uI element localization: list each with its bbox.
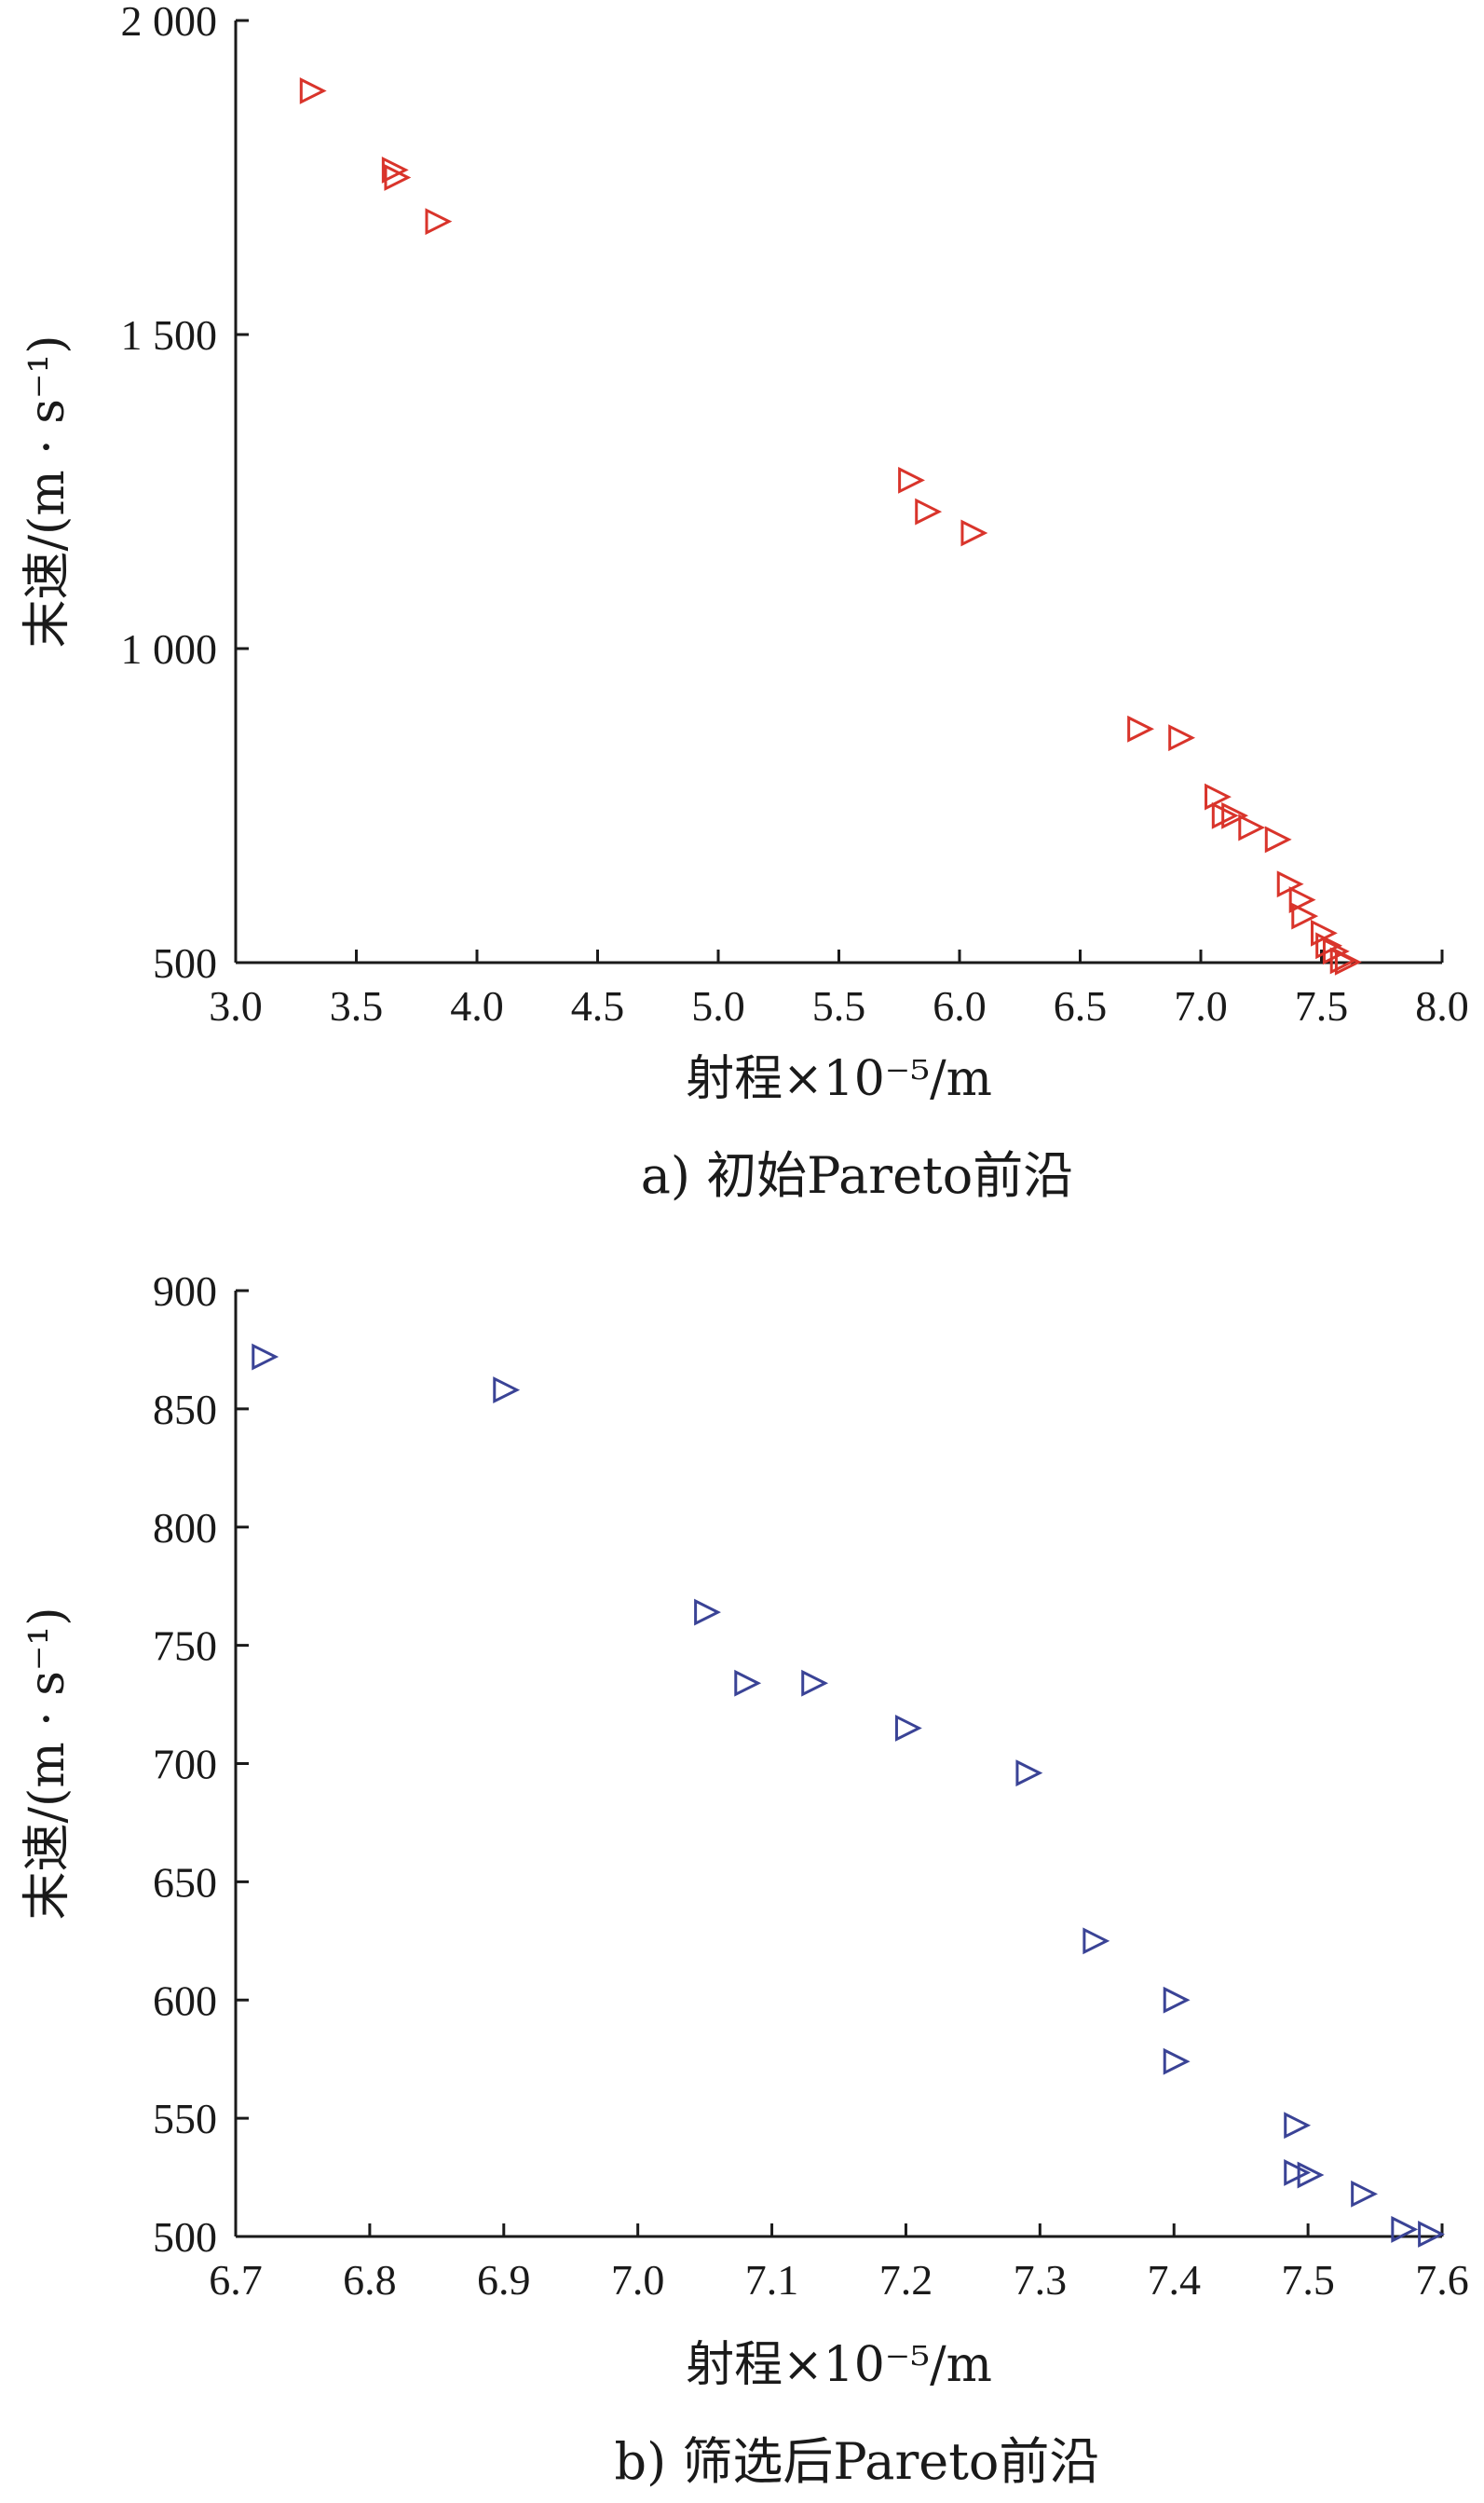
data-point-marker xyxy=(801,1669,829,1697)
x-tick-label: 7.5 xyxy=(1281,2256,1335,2304)
x-tick-label: 5.5 xyxy=(812,982,866,1030)
data-point-marker xyxy=(1205,783,1232,811)
data-point-marker xyxy=(1297,2161,1325,2189)
y-tick-label: 900 xyxy=(153,1267,217,1315)
x-tick-label: 6.9 xyxy=(477,2256,531,2304)
data-point-marker xyxy=(252,1343,279,1371)
y-tick-label: 500 xyxy=(153,2213,217,2261)
data-point-marker xyxy=(1391,2215,1419,2243)
x-tick-label: 7.5 xyxy=(1295,982,1349,1030)
x-tick-label: 7.0 xyxy=(1174,982,1228,1030)
y-tick-label: 1 500 xyxy=(121,311,218,359)
y-tick-label: 2 000 xyxy=(121,0,218,45)
y-tick-label: 1 000 xyxy=(121,625,218,673)
data-point-marker xyxy=(1221,801,1249,829)
x-axis-title: 射程×10⁻⁵/m xyxy=(686,1051,992,1107)
data-point-marker xyxy=(493,1376,521,1404)
x-tick-label: 3.5 xyxy=(330,982,384,1030)
data-point-marker xyxy=(734,1669,762,1697)
data-point-marker xyxy=(1315,932,1343,960)
x-tick-label: 6.8 xyxy=(343,2256,397,2304)
x-tick-label: 6.5 xyxy=(1054,982,1108,1030)
y-tick-label: 800 xyxy=(153,1504,217,1552)
x-tick-label: 6.0 xyxy=(933,982,987,1030)
x-tick-label: 3.0 xyxy=(209,982,263,1030)
y-tick-label: 700 xyxy=(153,1741,217,1788)
chart-caption: b) 筛选后Pareto前沿 xyxy=(615,2432,1100,2491)
chart-caption: a) 初始Pareto前沿 xyxy=(641,1146,1074,1205)
x-tick-label: 4.5 xyxy=(571,982,625,1030)
data-point-marker xyxy=(1418,2221,1445,2248)
data-point-marker xyxy=(1015,1759,1043,1787)
data-point-marker xyxy=(898,466,925,494)
data-point-marker xyxy=(694,1598,721,1626)
data-point-marker xyxy=(1082,1927,1110,1955)
data-point-marker xyxy=(299,77,327,104)
data-point-marker xyxy=(425,208,453,236)
data-point-marker xyxy=(1238,814,1266,841)
data-point-marker xyxy=(1334,948,1362,976)
x-tick-label: 7.0 xyxy=(611,2256,665,2304)
data-point-marker xyxy=(1351,2180,1379,2208)
data-point-marker xyxy=(915,498,943,526)
data-point-marker xyxy=(1127,715,1155,743)
x-tick-label: 6.7 xyxy=(209,2256,263,2304)
chart-filtered-pareto: 6.7 6.8 6.9 7.0 7.1 7.2 7.3 7.4 7.5 7.6 500 550 600 6… xyxy=(20,1267,1469,2491)
data-point-marker xyxy=(894,1715,922,1742)
data-point-marker xyxy=(1211,801,1239,829)
data-point-marker xyxy=(1168,724,1196,752)
data-point-marker xyxy=(1163,1986,1191,2014)
data-point-marker xyxy=(1163,2047,1191,2075)
data-point-marker xyxy=(384,164,412,191)
data-point-marker xyxy=(1288,886,1316,914)
data-point-marker xyxy=(960,519,988,547)
y-tick-label: 750 xyxy=(153,1622,217,1670)
data-point-marker xyxy=(1264,826,1292,854)
x-tick-label: 7.2 xyxy=(879,2256,933,2304)
x-axis-title: 射程×10⁻⁵/m xyxy=(686,2337,992,2393)
x-tick-label: 7.3 xyxy=(1014,2256,1068,2304)
y-tick-label: 600 xyxy=(153,1976,217,2024)
data-point-marker xyxy=(381,156,409,184)
x-tick-label: 5.0 xyxy=(691,982,745,1030)
y-tick-label: 650 xyxy=(153,1858,217,1906)
data-point-marker xyxy=(1284,2159,1312,2186)
x-tick-label: 7.1 xyxy=(745,2256,799,2304)
y-tick-label: 550 xyxy=(153,2095,217,2142)
chart-initial-pareto: 3.0 3.5 4.0 4.5 5.0 5.5 6.0 6.5 7.0 7.5 8.0 500 1 00… xyxy=(20,0,1469,1205)
data-point-marker xyxy=(1291,902,1319,930)
x-tick-label: 7.6 xyxy=(1415,2256,1469,2304)
y-tick-label: 850 xyxy=(153,1386,217,1433)
y-axis-title: 末速/(m · s⁻¹) xyxy=(20,1607,75,1921)
y-tick-label: 500 xyxy=(153,939,217,987)
x-tick-label: 7.4 xyxy=(1147,2256,1201,2304)
data-point-marker xyxy=(1284,2112,1312,2140)
y-axis-title: 末速/(m · s⁻¹) xyxy=(20,335,75,649)
x-tick-label: 4.0 xyxy=(450,982,504,1030)
x-tick-label: 8.0 xyxy=(1415,982,1469,1030)
